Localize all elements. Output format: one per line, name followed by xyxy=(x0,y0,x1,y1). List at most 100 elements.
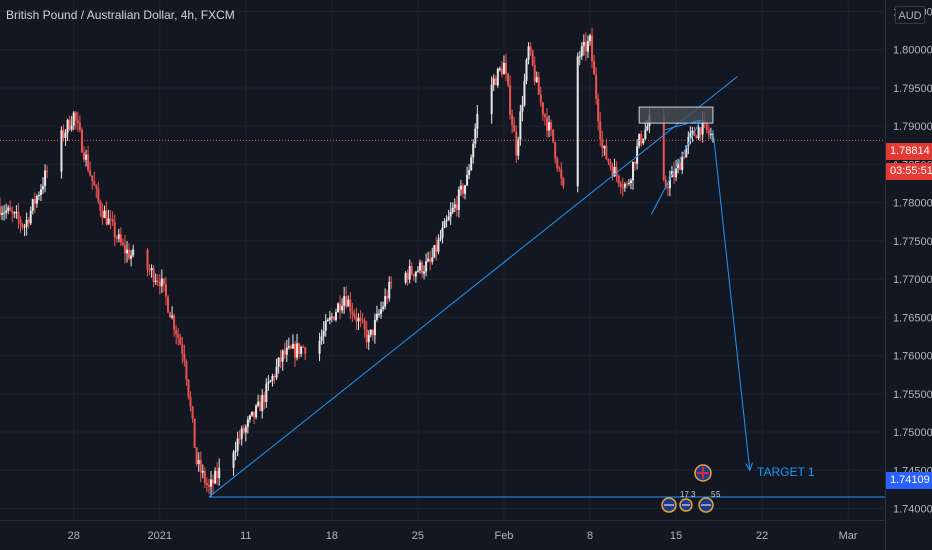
candle-body xyxy=(185,361,188,380)
candle-body xyxy=(390,281,393,283)
time-axis-label: 18 xyxy=(326,530,338,542)
candle-body xyxy=(273,375,276,378)
candle-body xyxy=(5,210,8,213)
candle-body xyxy=(21,224,24,227)
target-arrow xyxy=(712,129,751,471)
candle-body xyxy=(80,129,83,153)
candle-body xyxy=(66,119,69,133)
candle-body xyxy=(423,271,426,274)
candle-body xyxy=(605,145,608,160)
candle-body xyxy=(296,343,299,358)
candle-body xyxy=(464,185,467,194)
candle-body xyxy=(302,346,305,348)
candle-body xyxy=(238,438,241,440)
candle-body xyxy=(214,470,217,484)
candle-body xyxy=(60,130,63,172)
candle-body xyxy=(511,114,514,125)
candle-body xyxy=(199,459,202,473)
candle-body xyxy=(332,316,335,320)
candle-body xyxy=(7,207,10,211)
candle-body xyxy=(601,139,604,149)
candle-body xyxy=(640,134,643,144)
candle-body xyxy=(429,258,432,262)
candle-body xyxy=(154,280,157,282)
candle-body xyxy=(519,111,522,140)
candle-body xyxy=(337,303,340,313)
candle-body xyxy=(197,459,200,465)
candle-body xyxy=(525,59,528,81)
candle-body xyxy=(580,46,583,57)
candle-body xyxy=(617,175,620,184)
currency-button[interactable]: AUD xyxy=(895,6,925,24)
candle-body xyxy=(597,99,600,122)
target-arrow-head xyxy=(745,462,753,472)
candle-body xyxy=(685,146,688,158)
candle-body xyxy=(466,174,469,186)
time-axis-label: 8 xyxy=(587,530,593,542)
candle-body xyxy=(187,379,190,397)
candle-body xyxy=(646,125,649,130)
candle-body xyxy=(234,450,237,453)
candle-body xyxy=(294,343,296,358)
candle-body xyxy=(435,245,438,252)
time-axis-label: 25 xyxy=(412,530,424,542)
candle-body xyxy=(490,84,493,114)
candle-body xyxy=(99,201,102,212)
candle-body xyxy=(666,186,669,189)
candle-body xyxy=(599,121,602,140)
candle-body xyxy=(246,419,249,427)
candle-body xyxy=(103,210,106,218)
candle-body xyxy=(253,411,256,418)
candle-body xyxy=(205,483,208,486)
candle-body xyxy=(121,242,124,245)
wedge-lower-line xyxy=(651,119,702,215)
candle-body xyxy=(166,296,169,313)
target-price-tag: 1.74109 xyxy=(886,472,932,489)
candle-body xyxy=(629,180,632,183)
candle-body xyxy=(78,122,81,130)
candle-body xyxy=(46,170,49,172)
candle-body xyxy=(68,119,71,130)
candle-body xyxy=(433,245,436,258)
candle-body xyxy=(562,178,565,187)
candle-body xyxy=(181,344,184,354)
candle-body xyxy=(470,157,473,171)
candle-body xyxy=(492,78,495,85)
candle-body xyxy=(355,316,358,322)
candle-body xyxy=(441,227,444,238)
candle-body xyxy=(500,68,503,75)
candle-body xyxy=(586,41,589,52)
candle-body xyxy=(445,220,448,222)
candle-body xyxy=(691,130,694,133)
candle-body xyxy=(117,234,120,239)
candle-body xyxy=(502,62,505,75)
candle-body xyxy=(416,270,419,272)
candle-body xyxy=(386,296,389,299)
candle-body xyxy=(447,216,450,221)
candle-body xyxy=(97,188,100,202)
candle-body xyxy=(515,131,518,156)
candle-body xyxy=(361,319,364,321)
candle-body xyxy=(625,183,628,185)
chart-title: British Pound / Australian Dollar, 4h, F… xyxy=(6,8,235,22)
candle-body xyxy=(443,221,446,228)
candle-body xyxy=(158,281,161,287)
candle-body xyxy=(76,120,79,123)
event-badge-count: 3 xyxy=(691,490,696,499)
candle-body xyxy=(591,35,594,61)
candle-body xyxy=(9,207,12,211)
candle-body xyxy=(533,64,536,82)
candle-body xyxy=(17,212,20,220)
price-axis-label: 1.75500 xyxy=(893,389,932,401)
candle-body xyxy=(160,278,163,287)
price-axis-label: 1.80000 xyxy=(893,45,932,57)
candle-body xyxy=(507,73,510,86)
candle-body xyxy=(459,185,462,190)
candle-body xyxy=(697,127,700,139)
candle-body xyxy=(595,74,598,100)
candle-body xyxy=(62,130,65,139)
candle-body xyxy=(406,272,409,280)
candle-body xyxy=(232,452,235,468)
candle-body xyxy=(109,218,112,220)
